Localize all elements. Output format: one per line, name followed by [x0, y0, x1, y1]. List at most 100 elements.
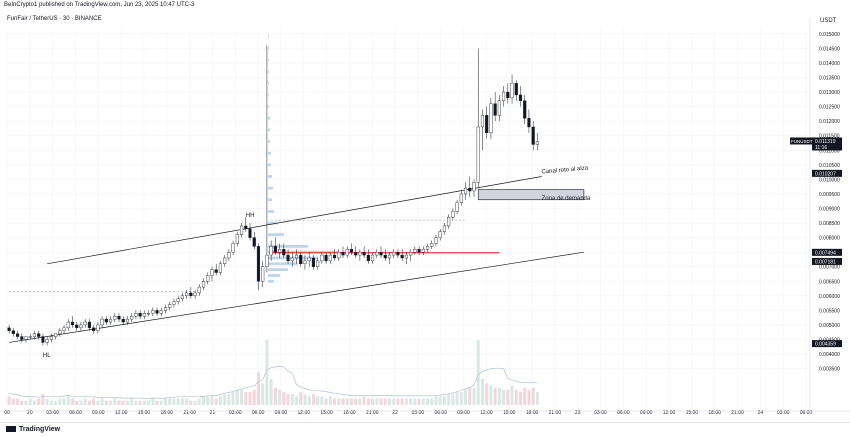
- volume-bar: [400, 398, 404, 405]
- candle-body: [489, 103, 493, 134]
- candle-body: [265, 254, 269, 267]
- candle-body: [328, 254, 332, 262]
- chart-annotation: Zona de demanda: [542, 196, 591, 202]
- volume-bar: [290, 394, 294, 405]
- chart-annotation: HL: [43, 353, 51, 359]
- candle-body: [227, 251, 231, 259]
- x-tick-label: 18:00: [343, 410, 356, 416]
- candle-body: [425, 246, 430, 250]
- x-tick-label: 12:00: [115, 410, 128, 416]
- x-tick-label: 09:00: [275, 410, 288, 416]
- candle-body: [92, 327, 96, 331]
- volume-profile-bar: [267, 105, 269, 109]
- candle-body: [514, 83, 518, 96]
- x-tick-label: 03:00: [412, 410, 425, 416]
- candle-body: [362, 251, 366, 256]
- volume-profile-bar: [267, 210, 274, 213]
- volume-bar: [430, 398, 434, 405]
- x-tick-label: 21:00: [731, 410, 744, 416]
- candle-body: [147, 313, 151, 315]
- candle-body: [168, 304, 172, 308]
- candle-body: [379, 251, 383, 256]
- volume-bar: [83, 398, 87, 405]
- volume-bar: [223, 394, 227, 405]
- volume-bar: [379, 398, 383, 405]
- volume-bar: [235, 389, 239, 405]
- candle-body: [409, 251, 413, 256]
- candle-body: [278, 249, 282, 253]
- candle-body: [366, 254, 370, 262]
- candle-body: [218, 263, 222, 273]
- x-tick-label: 03:00: [777, 410, 790, 416]
- symbol-label: FUNUSDT: [791, 139, 813, 144]
- candle-body: [66, 321, 70, 329]
- candle-body: [117, 316, 121, 320]
- candle-body: [75, 324, 79, 329]
- volume-bar: [354, 398, 358, 405]
- y-tick-label: 0.005000: [819, 323, 840, 329]
- volume-profile-bar: [267, 279, 274, 283]
- price-label-bg: [812, 169, 842, 177]
- candle-body: [493, 103, 497, 116]
- candle-body: [130, 316, 134, 320]
- brand[interactable]: TradingView: [6, 426, 60, 433]
- volume-bar: [409, 398, 413, 405]
- x-tick-label: 09:00: [92, 410, 105, 416]
- volume-bar: [459, 392, 463, 405]
- candle-body: [421, 249, 425, 253]
- y-tick-label: 0.005500: [819, 308, 840, 314]
- candle-body: [201, 281, 206, 288]
- volume-bar: [244, 392, 248, 405]
- candle-body: [383, 254, 387, 259]
- volume-bar: [100, 398, 104, 405]
- candle-body: [96, 324, 100, 331]
- volume-bar: [324, 398, 328, 405]
- volume-bar: [455, 392, 459, 405]
- y-tick-label: 0.013000: [819, 90, 840, 96]
- candle-body: [180, 295, 184, 299]
- footer: TradingView: [0, 422, 850, 437]
- volume-bar: [109, 400, 113, 405]
- x-tick-label: 06:00: [69, 410, 82, 416]
- candle-body: [400, 254, 404, 259]
- candle-body: [502, 91, 506, 101]
- volume-bar: [535, 392, 539, 405]
- x-tick-label: 21:00: [549, 410, 562, 416]
- y-tick-label: 0.004000: [819, 352, 840, 358]
- candle-body: [442, 225, 446, 232]
- volume-bar: [261, 383, 265, 405]
- candle-body: [286, 254, 290, 262]
- candle-body: [252, 237, 256, 247]
- y-tick-label: 0.015000: [819, 32, 840, 38]
- volume-bar: [421, 398, 425, 405]
- price-label-countdown: 11:16: [815, 145, 827, 151]
- candle-body: [358, 251, 362, 256]
- candle-body: [332, 254, 337, 259]
- x-tick-label: 15:00: [320, 410, 333, 416]
- volume-bar: [447, 394, 451, 405]
- candle-body: [392, 251, 396, 256]
- volume-profile-bar: [267, 151, 271, 155]
- volume-bar: [96, 400, 100, 405]
- candle-body: [121, 318, 125, 323]
- volume-bar: [337, 398, 341, 405]
- symbol-title: FunFair / TetherUS · 30 · BINANCE: [7, 16, 102, 22]
- publish-header: BeInCrypto1 published on TradingView.com…: [0, 0, 850, 12]
- volume-profile-bar: [267, 46, 269, 50]
- volume-profile-bar: [267, 140, 270, 143]
- volume-bar: [125, 400, 129, 405]
- candle-body: [485, 115, 489, 134]
- volume-bar: [438, 396, 442, 405]
- volume-bar: [286, 394, 290, 405]
- volume-profile-bar: [267, 163, 271, 167]
- volume-bar: [214, 398, 218, 405]
- volume-bar: [485, 383, 489, 405]
- volume-bar: [134, 400, 138, 405]
- candle-body: [70, 321, 75, 326]
- volume-bar: [62, 398, 66, 405]
- volume-profile-bar: [267, 233, 284, 237]
- volume-bar: [180, 398, 184, 405]
- y-tick-label: 0.008000: [819, 236, 840, 242]
